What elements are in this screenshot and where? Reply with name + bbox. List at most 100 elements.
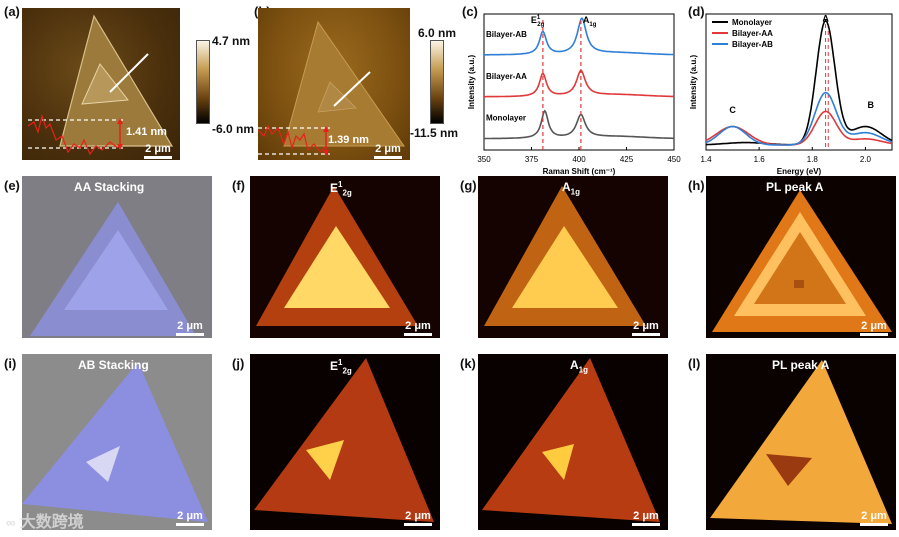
raman-map-f: E12g 2 μm (250, 176, 440, 338)
optical-triangle-e (30, 202, 196, 336)
title-j: E12g (330, 358, 352, 375)
colorbar-a (196, 40, 210, 124)
panel-label-l: (l) (688, 356, 701, 371)
panel-label-a: (a) (4, 4, 20, 19)
scalebar-e: 2 μm (172, 320, 208, 336)
pl-chart: 1.4 1.6 1.8 2.0 Energy (eV) Intensity (a.u.) M… (689, 13, 893, 176)
colorbar-b (430, 40, 444, 124)
watermark: ∞ 大数跨境 (6, 508, 84, 532)
scalebar-text-j: 2 μm (405, 510, 431, 522)
scalebar-text-i: 2 μm (177, 510, 203, 522)
optical-triangle-i (22, 362, 208, 522)
optical-image-e: AA Stacking 2 μm (22, 176, 212, 338)
title-g-main: A (562, 180, 571, 194)
title-k-main: A (570, 358, 579, 372)
optical-image-i: AB Stacking 2 μm (22, 354, 212, 530)
chart-c-peak-label-e: E1 2g (531, 15, 545, 28)
chart-c-xtick-label-2: 400 (572, 155, 586, 164)
chart-d-xtick-label-0: 1.4 (700, 155, 712, 164)
scalebar-text-h: 2 μm (861, 320, 887, 332)
scalebar-f: 2 μm (400, 320, 436, 336)
watermark-logo-icon: ∞ (6, 515, 16, 530)
scalebar-text-a: 2 μm (145, 143, 171, 155)
scalebar-j: 2 μm (400, 510, 436, 526)
title-j-sub: 2g (342, 366, 352, 376)
map-triangle-k (482, 358, 660, 522)
title-i: AB Stacking (78, 358, 149, 372)
scalebar-text-e: 2 μm (177, 320, 203, 332)
watermark-text: 大数跨境 (19, 514, 84, 531)
map-triangle-h (712, 190, 892, 332)
chart-c-xtick-label-0: 350 (477, 155, 491, 164)
pl-map-h: PL peak A 2 μm (706, 176, 896, 338)
chart-c-xtick-label-4: 450 (667, 155, 681, 164)
chart-c-series-0 (484, 16, 674, 56)
pl-map-l: PL peak A 2 μm (706, 354, 896, 530)
title-g-sub: 1g (570, 187, 581, 197)
scalebar-text-f: 2 μm (405, 320, 431, 332)
step-height-b: 1.39 nm (328, 134, 369, 146)
chart-d-legend-label-2: Bilayer-AB (732, 40, 773, 49)
scalebar-i: 2 μm (172, 510, 208, 526)
title-j-sup: 1 (338, 358, 343, 367)
title-l: PL peak A (772, 358, 830, 372)
chart-c-peak-label-a: A1g (583, 15, 597, 28)
raman-map-j: E12g 2 μm (250, 354, 440, 530)
chart-d-xtick-label-3: 2.0 (860, 155, 872, 164)
chart-d-series-2 (705, 91, 893, 146)
colorbar-max-a: 4.7 nm (212, 34, 251, 48)
chart-c-series-1 (484, 69, 675, 98)
raman-map-g: A1g 2 μm (478, 176, 668, 338)
chart-c-series-label-1: Bilayer-AA (486, 72, 527, 81)
scalebar-text-l: 2 μm (861, 510, 887, 522)
chart-d-peak-label-1: B (867, 100, 874, 110)
chart-c-series-label-0: Bilayer-AB (486, 30, 527, 39)
panel-label-k: (k) (460, 356, 476, 371)
scalebar-l: 2 μm (856, 510, 892, 526)
map-triangle-l (710, 360, 892, 524)
chart-d-series-1 (705, 110, 893, 146)
afm-triangle-b (258, 20, 405, 156)
chart-c-xtick-label-1: 375 (525, 155, 539, 164)
chart-c-xlabel: Raman Shift (cm⁻¹) (543, 167, 616, 176)
map-triangle-j (254, 358, 434, 522)
title-k: A1g (570, 358, 588, 374)
title-g: A1g (562, 180, 580, 196)
panel-label-e: (e) (4, 178, 20, 193)
chart-c-xtick-label-3: 425 (620, 155, 634, 164)
scalebar-text-g: 2 μm (633, 320, 659, 332)
scalebar-k: 2 μm (628, 510, 664, 526)
chart-d-xlabel: Energy (eV) (777, 167, 822, 176)
panel-label-i: (i) (4, 356, 17, 371)
map-triangle-f (256, 186, 418, 326)
panel-label-h: (h) (688, 178, 705, 193)
chart-d-legend-label-1: Bilayer-AA (732, 29, 773, 38)
afm-image-b: 1.39 nm 2 μm (258, 8, 410, 160)
scalebar-a: 2 μm (140, 143, 176, 159)
afm-image-a: 1.41 nm 2 μm (22, 8, 180, 160)
colorbar-max-b: 6.0 nm (418, 26, 457, 40)
colorbar-min-b: -11.5 nm (410, 126, 459, 140)
scalebar-g: 2 μm (628, 320, 664, 336)
title-j-main: E (330, 359, 339, 373)
chart-d-frame (705, 13, 893, 151)
title-k-sub: 1g (578, 365, 589, 375)
scalebar-b: 2 μm (370, 143, 406, 159)
title-f-main: E (330, 181, 339, 195)
chart-d-ylabel: Intensity (a.u.) (689, 55, 698, 110)
scalebar-text-k: 2 μm (633, 510, 659, 522)
chart-c-series-2 (484, 109, 674, 140)
colorbar-min-a: -6.0 nm (212, 122, 255, 136)
title-e: AA Stacking (74, 180, 145, 194)
title-h: PL peak A (766, 180, 824, 194)
title-f-sub: 2g (342, 188, 352, 198)
chart-c-series-label-2: Monolayer (486, 114, 526, 123)
chart-d-xtick-label-2: 1.8 (807, 155, 819, 164)
raman-chart: 350 375 400 425 450 Raman Shift (cm⁻¹) Intensi… (467, 13, 681, 176)
chart-d-peak-label-0: A (822, 13, 829, 23)
map-triangle-g (484, 186, 646, 326)
step-height-a: 1.41 nm (126, 126, 167, 138)
chart-d-peak-label-2: C (729, 105, 736, 115)
panel-label-c: (c) (462, 4, 478, 19)
panel-label-f: (f) (232, 178, 245, 193)
